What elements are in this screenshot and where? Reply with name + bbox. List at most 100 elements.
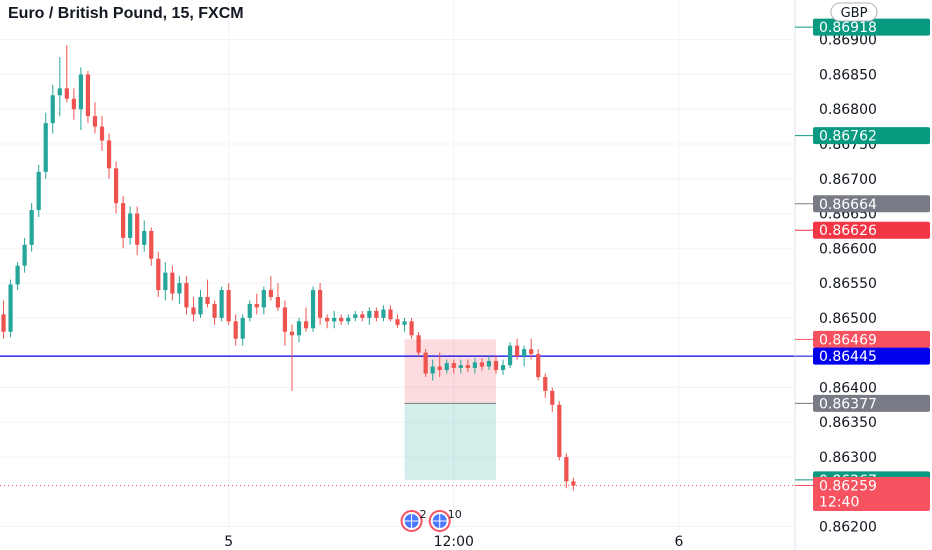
candle-body: [522, 349, 527, 357]
price-tag-label: 0.86626: [819, 223, 877, 239]
horizontal-line[interactable]: [0, 355, 795, 486]
price-axis[interactable]: 0.869000.868500.868000.867500.867000.866…: [819, 33, 877, 536]
candle: [550, 387, 555, 412]
candle-body: [71, 98, 76, 110]
candle-body: [177, 283, 182, 294]
candle-body: [128, 213, 133, 238]
candle-body: [135, 213, 140, 245]
event-marker[interactable]: 2: [400, 508, 427, 532]
price-tick-label: 0.86200: [819, 520, 877, 536]
candle: [522, 345, 527, 367]
grid: [0, 0, 795, 530]
candle-body: [57, 88, 62, 96]
price-tag-label: 0.86664: [819, 197, 877, 213]
price-tag: 0.86445: [795, 347, 930, 365]
candle-body: [325, 317, 330, 322]
candle-body: [92, 116, 98, 127]
candle: [289, 324, 295, 391]
candle-body: [303, 321, 309, 329]
candle: [437, 352, 442, 377]
candle: [500, 359, 506, 375]
currency-label: GBP: [841, 6, 868, 21]
candle: [113, 161, 119, 214]
candle-body: [395, 319, 400, 325]
candle-body: [184, 283, 189, 308]
candle-body: [50, 95, 55, 124]
candle-body: [219, 290, 224, 318]
price-tag-label: 0.86918: [819, 20, 877, 36]
candle-body: [240, 317, 245, 339]
candle-body: [106, 140, 112, 169]
candle-body: [296, 321, 302, 336]
candle-body: [486, 360, 492, 367]
candle-body: [233, 321, 238, 339]
position-tool[interactable]: [404, 339, 496, 480]
price-tag-box: [813, 394, 930, 412]
price-tag-label: 0.86762: [819, 129, 877, 145]
candle-body: [310, 290, 316, 329]
price-tag-box: [813, 18, 930, 36]
price-tick-label: 0.86900: [819, 33, 877, 49]
candle-body: [374, 310, 379, 318]
economic-events[interactable]: 2 10: [400, 508, 462, 532]
candle: [282, 300, 288, 346]
candle-body: [465, 365, 470, 368]
candle: [458, 359, 463, 374]
candle: [325, 314, 330, 329]
candle-body: [557, 404, 562, 457]
candle: [64, 45, 69, 103]
price-tick-label: 0.86400: [819, 380, 877, 396]
candle-body: [191, 307, 196, 315]
candle: [50, 84, 55, 134]
candle-series: [1, 45, 576, 491]
candle-body: [43, 123, 48, 172]
currency-badge[interactable]: GBP: [830, 2, 878, 22]
candle-body: [423, 352, 428, 374]
time-axis[interactable]: 5 12:00 6: [224, 534, 683, 550]
price-tag-box: [813, 127, 930, 145]
price-tick-label: 0.86350: [819, 415, 877, 431]
candle-body: [275, 296, 281, 308]
candle-body: [212, 303, 217, 318]
candle: [261, 286, 266, 315]
candle-body: [29, 210, 34, 245]
price-tag: 0.86377: [795, 394, 930, 412]
globe-lines-icon: [404, 514, 419, 528]
candle-body: [78, 74, 84, 110]
price-tag-label: 0.86377: [819, 396, 877, 412]
candle: [142, 220, 147, 252]
candle: [514, 338, 520, 360]
candle-body: [261, 290, 266, 308]
candle: [8, 279, 13, 338]
candle-body: [268, 290, 273, 297]
candle: [339, 314, 344, 325]
candle: [507, 342, 513, 368]
event-marker[interactable]: 10: [428, 508, 462, 532]
time-tick-label: 12:00: [434, 534, 474, 550]
candle-body: [15, 265, 20, 285]
price-tag-label: 0.86259: [819, 478, 877, 494]
take-profit-zone[interactable]: [404, 403, 496, 480]
candle-body: [367, 310, 372, 318]
candle-body: [409, 321, 414, 336]
candle: [57, 57, 62, 117]
candle: [156, 251, 161, 297]
price-tag: 0.86626: [795, 221, 930, 239]
candle: [233, 314, 238, 346]
candle-body: [85, 74, 91, 117]
candle: [451, 359, 456, 374]
time-tick-label: 5: [224, 534, 233, 550]
candle: [486, 356, 492, 371]
candle-body: [353, 314, 358, 318]
candle: [92, 102, 98, 134]
candle-body: [529, 349, 534, 355]
candle-body: [493, 360, 499, 371]
candle-body: [550, 390, 555, 405]
candle-body: [289, 331, 295, 336]
candle: [149, 227, 154, 266]
price-tag: 0.86664: [795, 195, 930, 213]
candle-body: [36, 171, 41, 211]
price-tag-box: [813, 476, 930, 511]
candle-body: [360, 314, 365, 318]
